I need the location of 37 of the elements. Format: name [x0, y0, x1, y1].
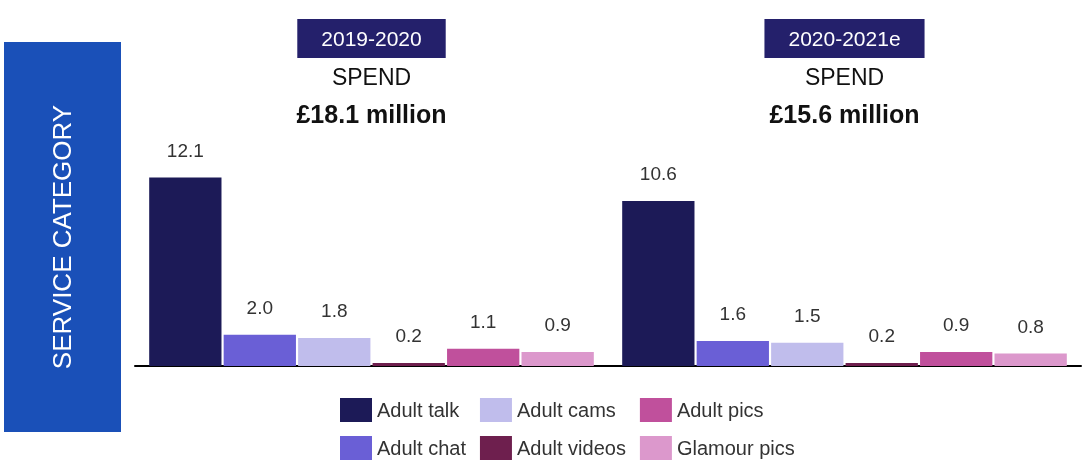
legend-label: Adult videos	[516, 437, 626, 459]
data-label: 10.6	[639, 162, 677, 184]
legend-label: Adult chat	[377, 437, 467, 459]
text: £18.1 million	[296, 100, 447, 128]
bar	[298, 337, 371, 366]
data-label: 1.5	[794, 304, 821, 326]
bar	[696, 341, 769, 366]
text: SPEND	[331, 64, 412, 90]
bar	[149, 177, 222, 366]
bar	[372, 362, 445, 366]
data-label: 0.2	[395, 324, 422, 346]
bar	[521, 351, 594, 366]
data-label: 0.8	[1017, 315, 1044, 337]
data-label: 12.1	[166, 139, 204, 161]
data-label: 0.9	[942, 313, 970, 335]
data-label: 1.6	[719, 303, 747, 325]
text: SPEND	[804, 64, 885, 90]
bar	[920, 351, 993, 366]
data-label: 2.0	[246, 296, 274, 318]
bar	[771, 342, 844, 366]
bar	[994, 353, 1067, 366]
text: £15.6 million	[769, 100, 920, 128]
bar	[845, 362, 918, 366]
legend-label: Adult cams	[516, 399, 616, 421]
data-label: 0.2	[868, 324, 895, 346]
y-axis-title: SERVICE CATEGORY	[47, 104, 77, 370]
bar	[622, 200, 695, 366]
data-label: 1.1	[469, 310, 497, 332]
data-label: 1.8	[321, 299, 348, 321]
x-tick-label: 2019-2020	[321, 27, 422, 50]
x-tick-label: 2020-2021e	[788, 27, 901, 50]
legend-label: Adult talk	[377, 399, 461, 421]
bar	[223, 334, 296, 366]
bar	[447, 348, 520, 366]
data-label: 0.9	[544, 313, 571, 335]
legend-label: Glamour pics	[676, 437, 795, 459]
legend-label: Adult pics	[676, 399, 764, 421]
